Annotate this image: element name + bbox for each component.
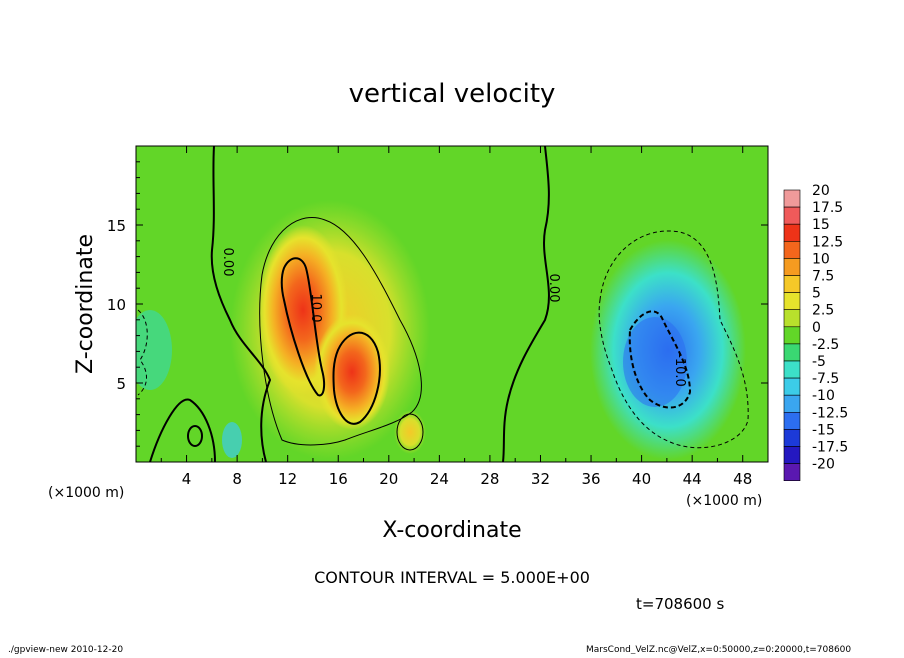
colorbar-swatch bbox=[783, 309, 801, 328]
colorbar-swatch bbox=[783, 292, 801, 311]
x-unit-left: (×1000 m) bbox=[48, 485, 124, 501]
y-tick-label: 15 bbox=[107, 217, 126, 235]
y-tick-label: 10 bbox=[107, 296, 126, 314]
x-tick-label: 4 bbox=[182, 470, 192, 488]
colorbar-swatch bbox=[783, 429, 801, 447]
downdraft-core-shading bbox=[623, 317, 687, 407]
zero-contour-blob bbox=[187, 425, 203, 447]
chart-title: vertical velocity bbox=[349, 79, 556, 109]
x-tick-label: 20 bbox=[379, 470, 398, 488]
colorbar-label: -7.5 bbox=[812, 371, 839, 387]
plot-area bbox=[136, 146, 768, 462]
x-tick-label: 36 bbox=[581, 470, 600, 488]
time-stamp: t=708600 s bbox=[636, 595, 724, 613]
updraft-shading-2 bbox=[314, 314, 390, 430]
colorbar-swatch bbox=[783, 326, 801, 345]
weak-downdraft-left bbox=[136, 310, 172, 390]
zero-contour-bottom-left bbox=[149, 398, 216, 462]
colorbar-label: -20 bbox=[812, 457, 835, 473]
colorbar-label: -10 bbox=[812, 388, 835, 404]
colorbar-label: 15 bbox=[812, 217, 830, 233]
x-tick-label: 44 bbox=[683, 470, 702, 488]
colorbar-swatch bbox=[783, 223, 801, 242]
x-axis: 4 8 12 16 20 24 28 32 36 40 44 48 bbox=[160, 146, 752, 488]
contour-10-core-1 bbox=[280, 257, 326, 397]
contour-label-zero-right: 0.00 bbox=[546, 274, 561, 303]
colorbar-label: 0 bbox=[812, 320, 821, 336]
colorbar-label: -2.5 bbox=[812, 337, 839, 353]
colorbar-swatch bbox=[783, 206, 801, 225]
x-tick-label: 28 bbox=[480, 470, 499, 488]
x-tick-label: 8 bbox=[232, 470, 242, 488]
colorbar-swatch bbox=[783, 360, 801, 379]
colorbar-swatch bbox=[783, 377, 801, 396]
contour-10-core-2 bbox=[332, 331, 381, 425]
contour-5-small bbox=[396, 413, 424, 451]
colorbar-swatch bbox=[783, 411, 801, 430]
colorbar-swatch bbox=[783, 463, 801, 482]
x-tick-label: 24 bbox=[430, 470, 449, 488]
y-tick-label: 5 bbox=[116, 375, 126, 393]
colorbar-label: -12.5 bbox=[812, 405, 848, 421]
colorbar-label: 5 bbox=[812, 286, 821, 302]
colorbar-label: 7.5 bbox=[812, 269, 834, 285]
colorbar-label: -5 bbox=[812, 354, 826, 370]
y-axis: 5 10 15 bbox=[107, 161, 768, 447]
x-tick-label: 16 bbox=[329, 470, 348, 488]
footer-left: ./gpview-new 2010-12-20 bbox=[8, 645, 123, 654]
contour-label-zero-left: 0.00 bbox=[220, 248, 235, 277]
zero-contour-right bbox=[502, 146, 550, 462]
colorbar-swatch bbox=[783, 275, 801, 293]
colorbar-swatch bbox=[783, 446, 801, 464]
colorbar-label: -15 bbox=[812, 422, 835, 438]
colorbar-label: 17.5 bbox=[812, 200, 843, 216]
contour-neg5-outline bbox=[598, 230, 749, 449]
x-axis-label: X-coordinate bbox=[382, 518, 521, 543]
colorbar-swatch bbox=[783, 258, 801, 276]
colorbar-swatch bbox=[783, 394, 801, 413]
x-tick-label: 32 bbox=[531, 470, 550, 488]
footer-right: MarsCond_VelZ.nc@VelZ,x=0:50000,z=0:2000… bbox=[586, 645, 851, 654]
colorbar-label: 2.5 bbox=[812, 303, 834, 319]
y-axis-label: Z-coordinate bbox=[73, 234, 98, 374]
x-tick-label: 48 bbox=[733, 470, 752, 488]
contour-5-outline bbox=[259, 216, 422, 446]
weak-updraft-shading bbox=[394, 410, 426, 454]
contour-interval: CONTOUR INTERVAL = 5.000E+00 bbox=[314, 568, 590, 587]
colorbar-swatch bbox=[783, 343, 801, 362]
x-unit-right: (×1000 m) bbox=[686, 493, 762, 509]
colorbar-swatch bbox=[783, 241, 801, 259]
contour-label-ten: 10.0 bbox=[308, 294, 323, 323]
zero-contour-left bbox=[210, 146, 272, 462]
contour-neg5-left bbox=[137, 309, 148, 396]
colorbar-label: -17.5 bbox=[812, 440, 848, 456]
colorbar-label: 20 bbox=[812, 183, 830, 199]
contour-label-neg-ten: -10.0 bbox=[672, 353, 687, 387]
colorbar-label: 10 bbox=[812, 251, 830, 267]
weak-downdraft-bottom bbox=[222, 422, 242, 458]
x-tick-label: 12 bbox=[278, 470, 297, 488]
contour-neg10-core bbox=[628, 310, 692, 409]
colorbar-label: 12.5 bbox=[812, 234, 843, 250]
x-tick-label: 40 bbox=[632, 470, 651, 488]
colorbar-swatch bbox=[783, 189, 801, 208]
